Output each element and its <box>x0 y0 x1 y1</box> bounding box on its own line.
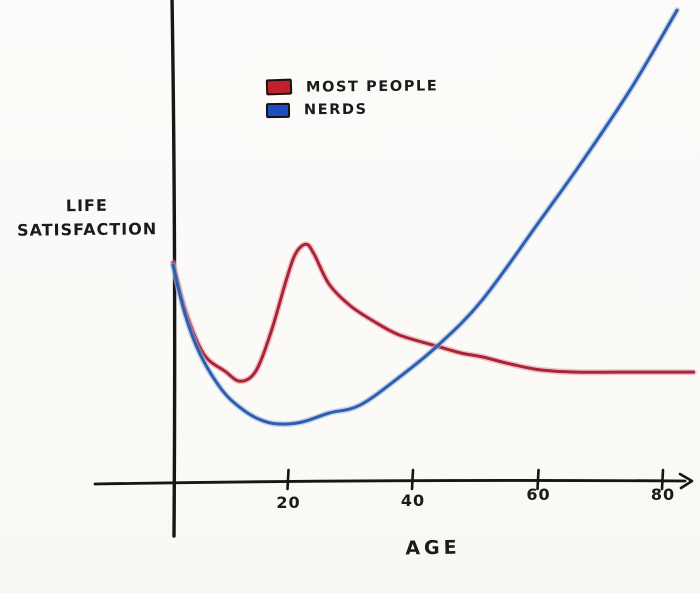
x-axis-label: AGE <box>405 536 461 560</box>
nerds-curve <box>170 7 681 428</box>
legend-label-nerds: NERDS <box>303 101 368 119</box>
x-tick-label-80: 80 <box>650 485 676 504</box>
most-people-swatch-icon <box>265 78 293 96</box>
x-axis-arrowhead-icon <box>678 472 694 490</box>
x-axis-ticks <box>286 468 665 491</box>
legend-item-nerds: NERDS <box>265 101 438 119</box>
x-tick-label-60: 60 <box>526 485 551 504</box>
nerds-swatch-icon <box>265 102 291 118</box>
legend: MOST PEOPLE NERDS <box>265 78 439 125</box>
y-axis <box>170 0 177 538</box>
x-axis <box>93 479 687 486</box>
y-axis-label: LIFE SATISFACTION <box>16 195 158 240</box>
most-people-curve <box>170 241 697 385</box>
legend-item-most-people: MOST PEOPLE <box>265 78 439 96</box>
legend-label-most-people: MOST PEOPLE <box>305 78 439 96</box>
x-tick-label-20: 20 <box>276 493 301 512</box>
x-tick-label-40: 40 <box>400 491 426 510</box>
